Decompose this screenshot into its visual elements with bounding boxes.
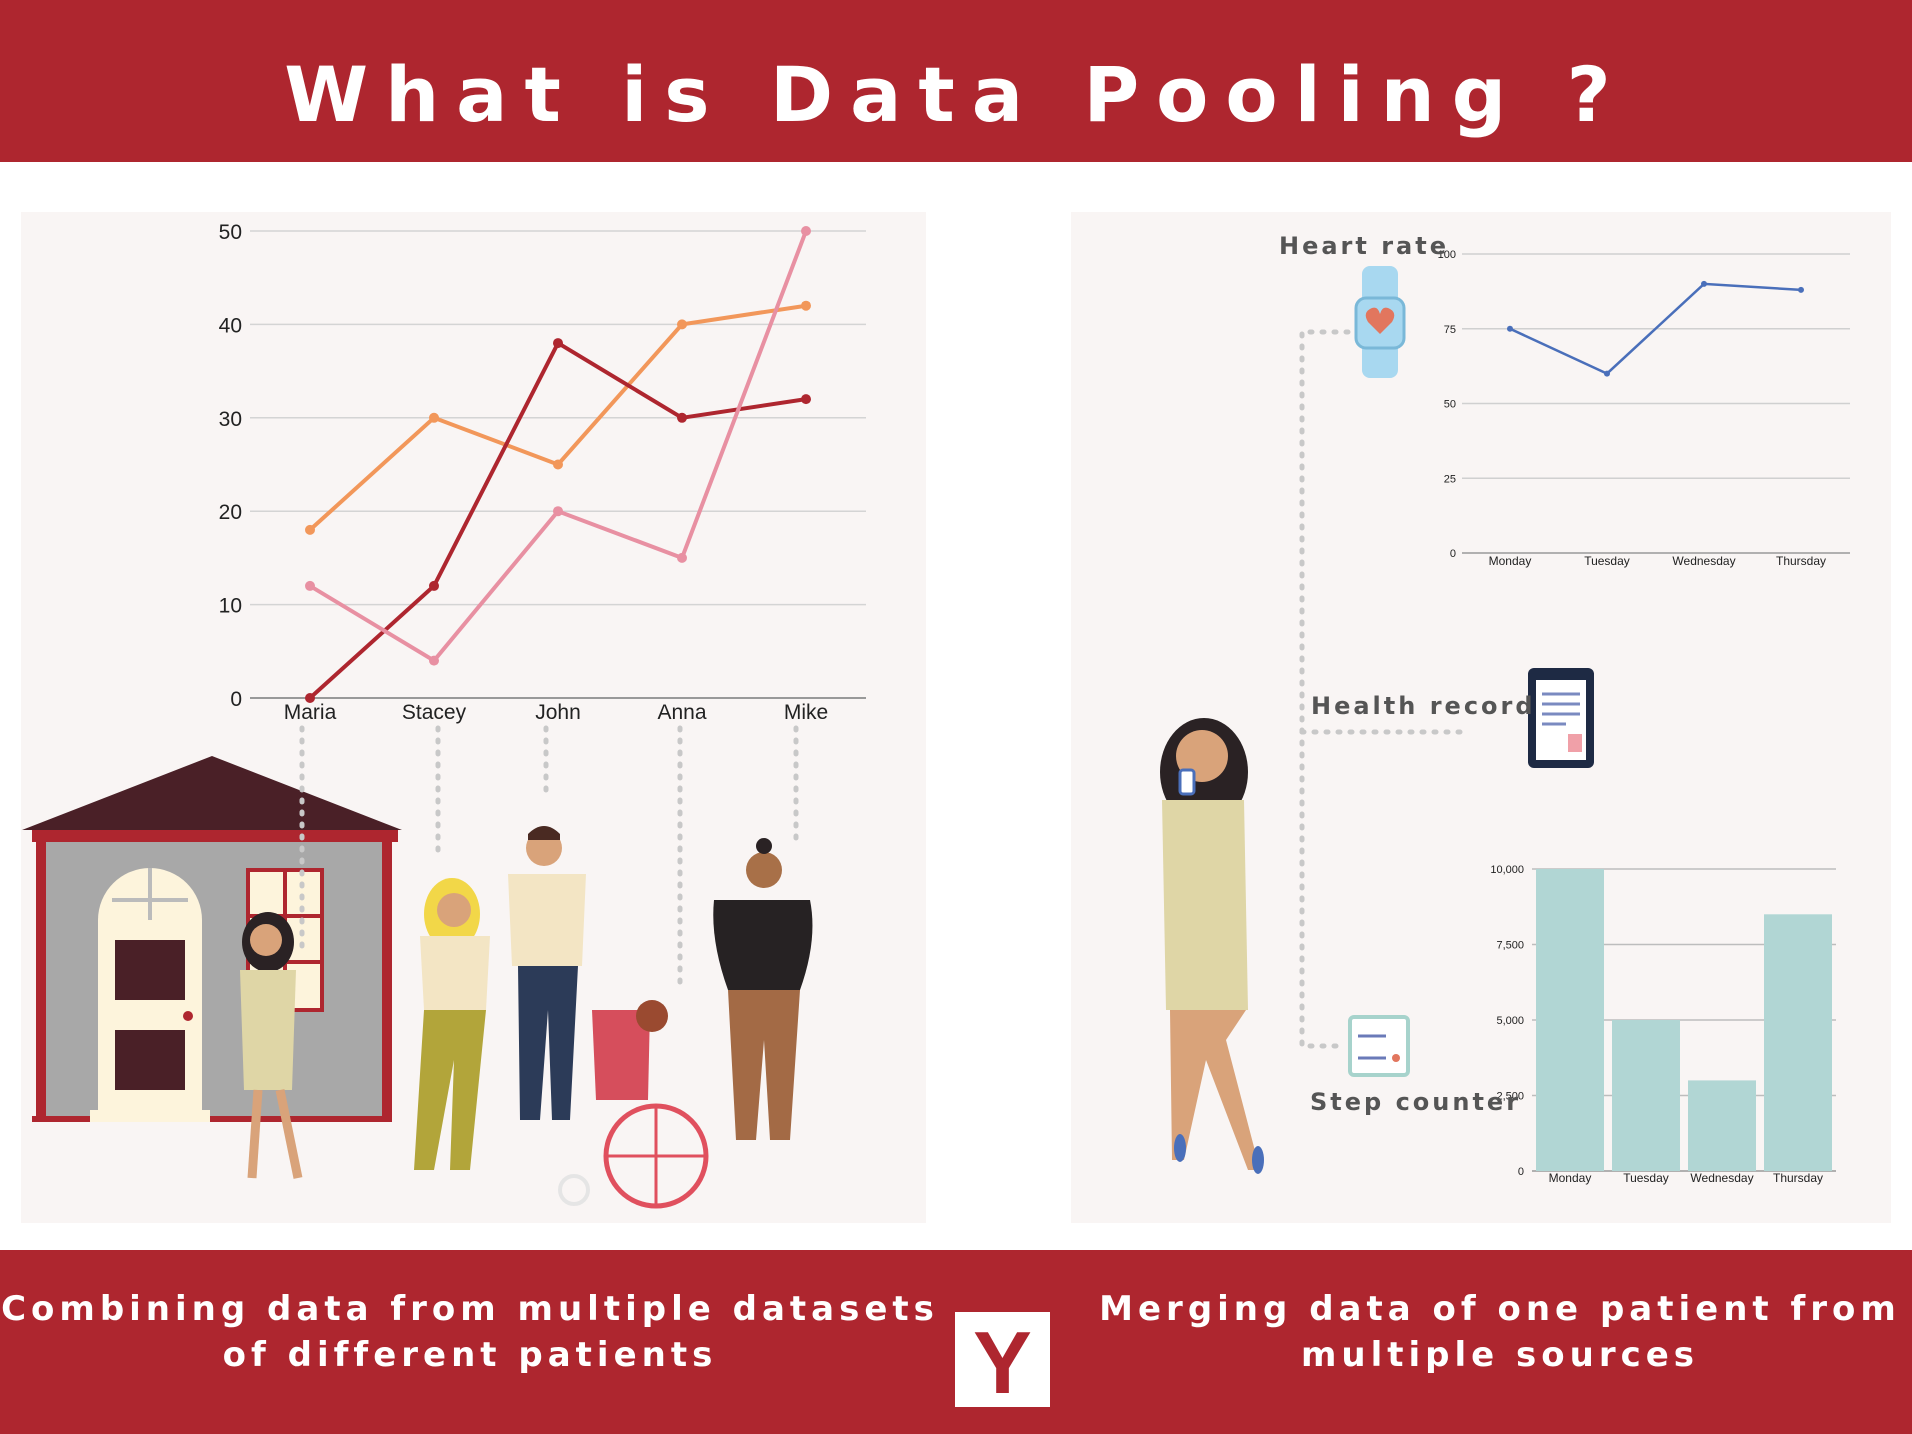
data-point <box>305 693 315 703</box>
page-title: What is Data Pooling ? <box>284 50 1628 139</box>
x-tick-label: Wednesday <box>1672 554 1735 568</box>
x-tick-label: Thursday <box>1773 1171 1823 1185</box>
data-point <box>1507 325 1513 332</box>
patient-illustration <box>1160 718 1264 1174</box>
data-point <box>1604 370 1610 377</box>
top-banner <box>0 0 1912 162</box>
data-point <box>305 580 315 591</box>
y-tick-label: 20 <box>219 501 242 524</box>
data-point <box>1798 286 1804 293</box>
step-counter-icon <box>1348 1015 1410 1077</box>
logo: Y <box>955 1312 1050 1412</box>
y-tick-label: 0 <box>1450 548 1456 560</box>
y-tick-label: 75 <box>1444 324 1456 336</box>
bar <box>1764 914 1832 1171</box>
x-tick-label: Anna <box>657 701 706 724</box>
y-tick-label: 50 <box>1444 399 1456 411</box>
x-tick-label: Mike <box>784 701 828 724</box>
y-tick-label: 7,500 <box>1496 940 1524 952</box>
data-point <box>553 506 563 517</box>
health-record-icon <box>1528 668 1594 768</box>
series-line <box>1509 282 1802 376</box>
x-tick-label: Maria <box>284 701 337 724</box>
y-tick-label: 0 <box>230 688 242 711</box>
x-tick-label: Thursday <box>1776 554 1826 568</box>
data-point <box>801 394 811 405</box>
bar <box>1688 1080 1756 1171</box>
y-tick-label: 2,500 <box>1496 1091 1524 1103</box>
x-tick-label: Tuesday <box>1623 1171 1669 1185</box>
data-point <box>429 412 439 423</box>
x-tick-label: Tuesday <box>1584 554 1630 568</box>
x-tick-label: Monday <box>1549 1171 1592 1185</box>
y-tick-label: 10 <box>219 595 242 618</box>
logo-letter: Y <box>973 1313 1032 1412</box>
bar <box>1536 869 1604 1171</box>
bar <box>1612 1020 1680 1171</box>
data-point <box>553 459 563 470</box>
step-counter-label: Step counter <box>1310 1088 1522 1116</box>
data-point <box>429 655 439 666</box>
data-point <box>677 412 687 423</box>
connector-lines <box>299 329 1473 1049</box>
patients-illustration <box>240 826 813 1209</box>
y-tick-label: 30 <box>219 408 242 431</box>
series-line <box>308 340 807 700</box>
smartwatch-icon <box>1354 266 1406 378</box>
data-point <box>553 338 563 349</box>
data-point <box>677 319 687 330</box>
y-tick-label: 0 <box>1518 1166 1524 1178</box>
left-caption: Combining data from multiple datasets of… <box>1 1289 939 1375</box>
data-point <box>305 524 315 535</box>
y-tick-label: 5,000 <box>1496 1015 1524 1027</box>
health-record-label: Health record <box>1311 692 1536 720</box>
data-point <box>429 580 439 591</box>
y-tick-label: 10,000 <box>1490 864 1524 876</box>
x-tick-label: Stacey <box>402 701 467 724</box>
y-tick-label: 25 <box>1444 473 1456 485</box>
right-caption: Merging data of one patient from multipl… <box>1099 1289 1901 1375</box>
data-point <box>677 552 687 563</box>
heart-rate-label: Heart rate <box>1279 232 1450 260</box>
y-tick-label: 100 <box>1438 249 1456 261</box>
x-tick-label: John <box>535 701 581 724</box>
x-tick-label: Monday <box>1489 554 1532 568</box>
patients-line-chart: 0 10 20 30 40 50 Maria Stacey John Anna Mike <box>219 221 866 724</box>
y-tick-label: 40 <box>219 314 242 337</box>
y-tick-label: 50 <box>219 221 242 244</box>
house-illustration <box>22 756 402 1122</box>
heart-rate-line-chart: 0 25 50 75 100 Monday Tuesday Wednesday Thursday <box>1438 249 1850 568</box>
data-point <box>801 300 811 311</box>
data-point <box>1701 280 1707 287</box>
data-point <box>801 226 811 236</box>
series-line <box>308 230 808 664</box>
step-counter-bar-chart: 0 2,500 5,000 7,500 10,000 Monday Tuesday Wedne… <box>1490 864 1836 1185</box>
x-tick-label: Wednesday <box>1690 1171 1753 1185</box>
